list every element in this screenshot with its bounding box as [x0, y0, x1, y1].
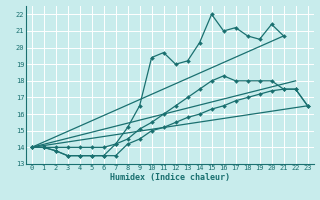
X-axis label: Humidex (Indice chaleur): Humidex (Indice chaleur) — [109, 173, 230, 182]
